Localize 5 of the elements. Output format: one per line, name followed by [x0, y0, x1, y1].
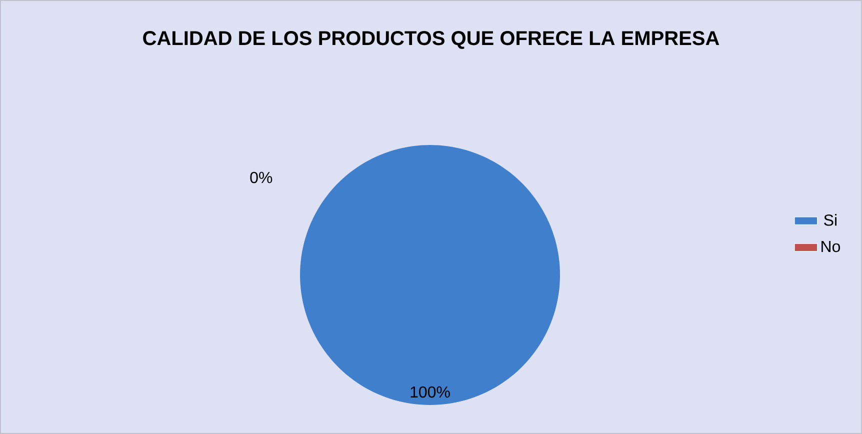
chart-title: CALIDAD DE LOS PRODUCTOS QUE OFRECE LA EMPRESA — [143, 31, 720, 49]
data-label: 100% — [410, 386, 450, 398]
legend-label: Si — [824, 214, 836, 226]
legend-label: No — [822, 240, 840, 252]
text: 0% — [250, 172, 272, 184]
